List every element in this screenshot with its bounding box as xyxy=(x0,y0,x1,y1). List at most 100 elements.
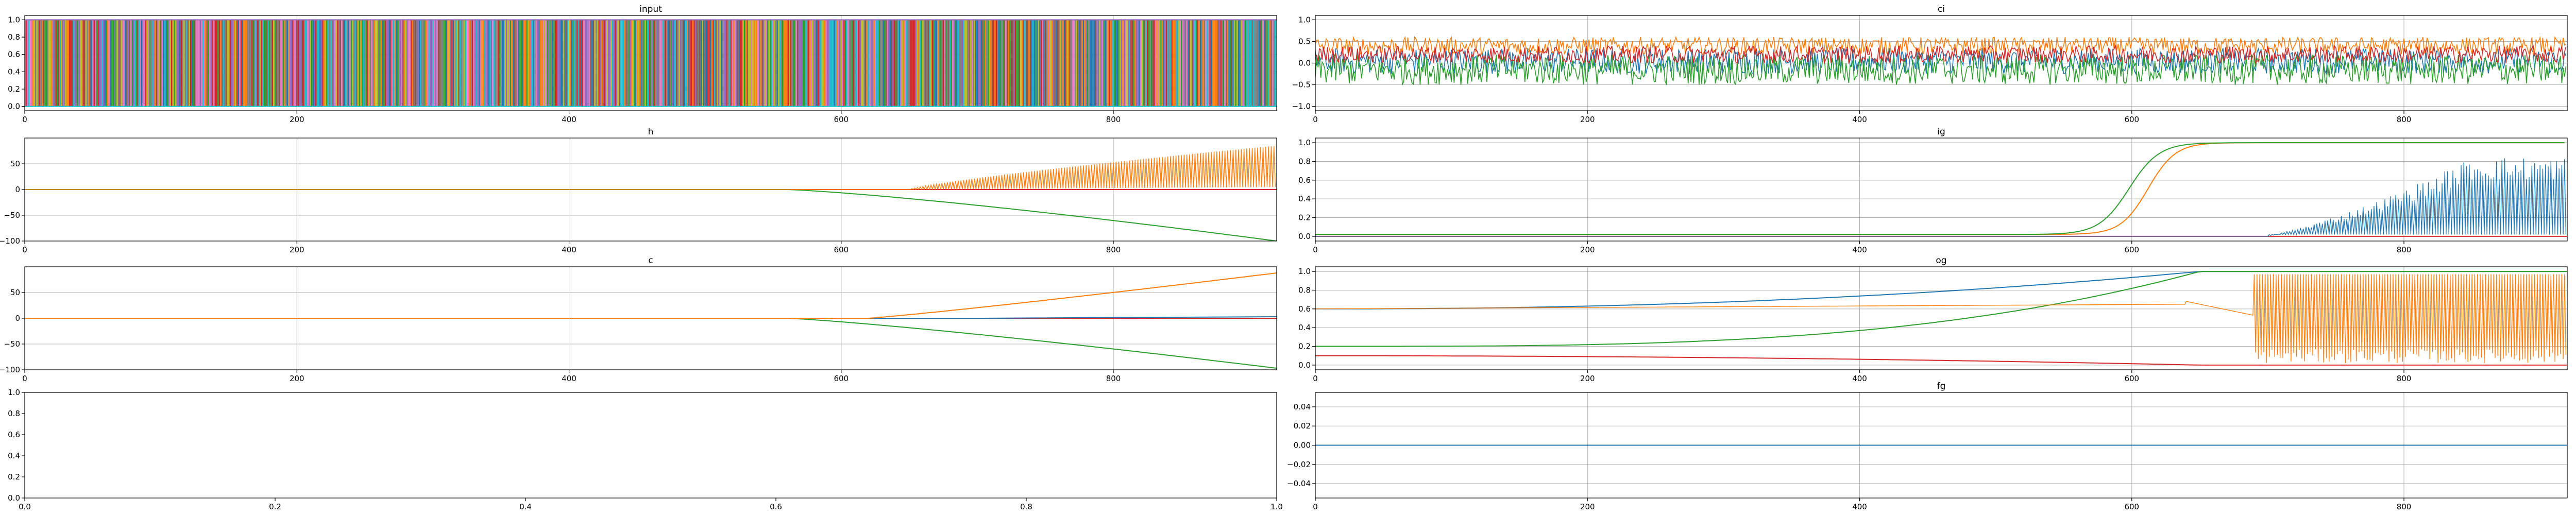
y-tick-label: 0.00 xyxy=(1294,441,1311,450)
plot-area-input xyxy=(25,19,1277,107)
y-tick-label: −0.5 xyxy=(1292,80,1311,90)
x-tick-label: 800 xyxy=(1106,245,1121,254)
y-tick-label: −50 xyxy=(4,339,20,349)
x-tick-label: 600 xyxy=(2124,115,2139,124)
x-tick-label: 0.6 xyxy=(770,502,782,511)
x-tick-label: 0.4 xyxy=(519,502,532,511)
series-line xyxy=(25,146,1276,191)
series-line xyxy=(1315,158,2567,237)
series-line xyxy=(1315,142,2565,235)
chart-title: h xyxy=(648,127,654,137)
series-line xyxy=(1315,53,2567,86)
y-tick-label: 0.6 xyxy=(1298,176,1311,185)
y-tick-label: 0.6 xyxy=(8,430,20,439)
series-line xyxy=(1315,44,2567,65)
x-tick-label: 600 xyxy=(2124,245,2139,254)
x-tick-label: 400 xyxy=(1852,115,1867,124)
plot-area-ci xyxy=(1315,36,2567,86)
x-tick-label: 600 xyxy=(834,245,849,254)
x-tick-label: 600 xyxy=(834,374,849,383)
y-tick-label: 0.6 xyxy=(8,50,20,59)
panel-c: 0 200 400 600 800 −100 −50 0 50 c xyxy=(0,255,1277,383)
y-tick-label: 0.0 xyxy=(8,102,20,111)
series-line xyxy=(1315,142,2565,235)
y-tick-label: 1.0 xyxy=(1298,138,1311,147)
x-tick-label: 200 xyxy=(1580,374,1595,383)
panel-ci: 0 200 400 600 800 −1.0 −0.5 0.0 0.5 1.0 ci xyxy=(1292,4,2568,124)
panel-empty: 0.0 0.2 0.4 0.6 0.8 1.0 0.0 0.2 0.4 0.6 0.8 1.0 xyxy=(8,388,1283,511)
series-line xyxy=(1315,355,2567,366)
y-tick-label: 1.0 xyxy=(8,15,20,24)
y-tick-label: 0.02 xyxy=(1294,421,1311,431)
panel-ig: 0 200 400 600 800 0.0 0.2 0.4 0.6 0.8 1.0 ig xyxy=(1298,127,2568,254)
y-tick-label: 0.0 xyxy=(1298,59,1311,68)
chart-title: ci xyxy=(1938,4,1945,14)
y-tick-label: −100 xyxy=(0,365,20,374)
x-tick-label: 600 xyxy=(2124,502,2139,511)
series-line xyxy=(25,272,1277,319)
y-tick-label: −50 xyxy=(4,211,20,220)
x-tick-label: 600 xyxy=(834,115,849,124)
series-line xyxy=(1315,47,2567,76)
chart-title: c xyxy=(648,255,653,266)
x-tick-label: 0 xyxy=(1313,502,1318,511)
x-tick-label: 800 xyxy=(2397,115,2412,124)
y-tick-label: 0.2 xyxy=(1298,213,1311,222)
x-tick-label: 800 xyxy=(2397,502,2412,511)
y-tick-label: 0.5 xyxy=(1298,37,1311,46)
x-tick-label: 200 xyxy=(290,245,304,254)
y-tick-label: −0.02 xyxy=(1287,460,1311,469)
x-tick-label: 200 xyxy=(1580,502,1595,511)
chart-title: og xyxy=(1936,255,1946,266)
x-tick-label: 0.0 xyxy=(19,502,31,511)
x-tick-label: 1.0 xyxy=(1270,502,1283,511)
x-tick-label: 800 xyxy=(2397,374,2412,383)
x-tick-label: 200 xyxy=(1580,245,1595,254)
x-tick-label: 800 xyxy=(2397,245,2412,254)
y-tick-label: 1.0 xyxy=(8,388,20,397)
y-tick-label: 0.4 xyxy=(8,67,20,76)
y-tick-label: 0.8 xyxy=(1298,157,1311,166)
x-tick-label: 800 xyxy=(1106,115,1121,124)
x-tick-label: 400 xyxy=(1852,245,1867,254)
y-tick-label: 1.0 xyxy=(1298,267,1311,276)
panel-fg: 0 200 400 600 800 −0.04 −0.02 0.00 0.02 0.04 fg xyxy=(1287,381,2568,511)
y-tick-label: 0.4 xyxy=(1298,194,1311,203)
panel-h: 0 200 400 600 800 −100 −50 0 50 h xyxy=(0,127,1277,254)
x-tick-label: 200 xyxy=(290,115,304,124)
y-tick-label: 50 xyxy=(10,288,20,297)
y-tick-label: 1.0 xyxy=(1298,15,1311,24)
x-tick-label: 400 xyxy=(1852,502,1867,511)
panel-input: 0 200 400 600 800 0.0 0.2 0.4 0.6 0.8 1.0 input xyxy=(8,4,1277,124)
y-tick-label: 0.0 xyxy=(8,493,20,503)
x-tick-label: 600 xyxy=(2124,374,2139,383)
plot-area-ig xyxy=(1315,142,2567,237)
y-tick-label: 0.04 xyxy=(1294,402,1311,411)
y-tick-label: −0.04 xyxy=(1287,479,1311,488)
series-line xyxy=(1315,274,2567,364)
y-tick-label: 0.4 xyxy=(1298,323,1311,332)
y-tick-label: 0.8 xyxy=(1298,285,1311,295)
y-tick-label: 0.2 xyxy=(8,472,20,482)
y-tick-label: 0.4 xyxy=(8,451,20,460)
y-tick-label: 50 xyxy=(10,159,20,168)
x-tick-label: 0 xyxy=(22,115,27,124)
x-tick-label: 800 xyxy=(1106,374,1121,383)
y-tick-label: 0.6 xyxy=(1298,304,1311,314)
axes-frame xyxy=(24,392,1277,499)
chart-title: fg xyxy=(1937,381,1946,391)
y-tick-label: 0.8 xyxy=(8,409,20,418)
y-tick-label: 0.0 xyxy=(1298,232,1311,241)
y-tick-label: 0 xyxy=(15,314,20,323)
x-tick-label: 0 xyxy=(1313,374,1318,383)
panel-og: 0 200 400 600 800 0.0 0.2 0.4 0.6 0.8 1.0 og xyxy=(1298,255,2568,383)
x-tick-label: 400 xyxy=(562,374,577,383)
y-tick-label: −1.0 xyxy=(1292,102,1311,111)
chart-title: input xyxy=(639,4,662,14)
y-tick-label: 0.2 xyxy=(8,84,20,94)
axes-frame xyxy=(24,15,1277,111)
y-tick-label: 0.2 xyxy=(1298,342,1311,351)
series-line xyxy=(1315,271,2567,347)
x-tick-label: 0 xyxy=(1313,115,1318,124)
series-line xyxy=(1315,36,2566,56)
